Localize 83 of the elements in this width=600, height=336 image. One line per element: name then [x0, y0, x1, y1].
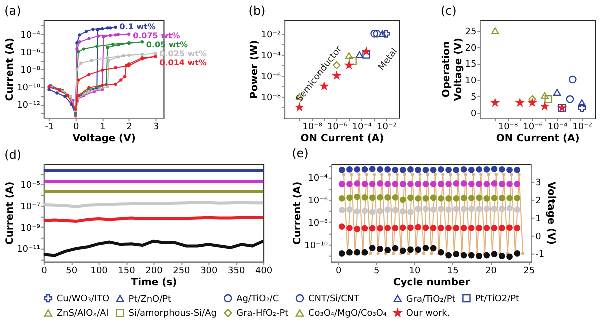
y-tick-label: 10⁻¹¹	[17, 245, 41, 256]
y-tick-label: 10⁻⁹	[20, 224, 41, 234]
legend-label: Gra/TiO₂/Pt	[406, 294, 456, 305]
legend-label: Pt/TiO2/Pt	[475, 294, 520, 305]
y-tick-label: 10⁻¹⁰	[304, 241, 328, 252]
x-tick-label: 400	[255, 266, 273, 276]
y-tick-label: 5	[470, 92, 477, 103]
legend-label: Si/amorphous-Si/Ag	[128, 309, 217, 320]
x-tick-label: 10⁻²	[377, 122, 398, 133]
x-tick-label: 25	[524, 266, 536, 276]
y-tick-label: 10⁻⁷	[20, 202, 41, 212]
series-label: 0.1 wt%	[120, 22, 156, 32]
chart-title: (e)	[292, 146, 309, 160]
y-tick-label: 10⁻⁶	[20, 48, 41, 58]
x-axis-title: Voltage (V)	[72, 134, 136, 145]
x-tick-label: 10⁻⁶	[523, 122, 544, 133]
legend-label: CNT/Si/CNT	[308, 294, 360, 305]
y-tick-label: 10	[465, 76, 477, 87]
x-tick-label: 0	[42, 266, 48, 276]
y2-tick-label: 3	[536, 178, 542, 188]
x-axis-title: ON Current (A)	[496, 134, 580, 145]
y2-axis-title: Voltage (V)	[546, 182, 557, 245]
x-tick-label: 3	[153, 122, 160, 133]
x-tick-label: 20	[486, 266, 498, 276]
x-tick-label: 100	[90, 266, 108, 276]
chart-title: (d)	[4, 148, 22, 162]
x-tick-label: 10⁻⁴	[352, 122, 372, 133]
legend-label: Ag/TiO₂/C	[236, 294, 280, 305]
y2-tick-label: 0	[536, 232, 542, 242]
y-tick-label: 10⁻⁸	[261, 94, 282, 104]
x-tick-label: 200	[146, 266, 164, 276]
legend-label: Pt/ZnO/Pt	[128, 294, 172, 305]
x-tick-label: 10⁻²	[572, 122, 593, 133]
x-tick-label: 5	[374, 266, 380, 276]
x-tick-label: 10	[409, 266, 422, 276]
y-tick-label: 15	[465, 60, 477, 70]
x-tick-label: 300	[200, 266, 218, 276]
chart-title: (b)	[248, 4, 266, 18]
chart-title: (c)	[440, 4, 457, 18]
x-tick-label: 350	[228, 266, 246, 276]
y-tick-label: 10⁻⁶	[261, 72, 282, 82]
y-tick-label: 10⁻¹⁰	[17, 84, 41, 94]
y-tick-label: 10⁻⁶	[308, 196, 328, 206]
y-tick-label: 10⁻¹²	[17, 101, 41, 112]
chart-title: (a)	[4, 4, 22, 18]
y2-tick-label: -1	[536, 250, 545, 260]
y-axis-title: Current (A)	[5, 182, 16, 245]
y-tick-label: 0	[470, 109, 477, 120]
y-tick-label: 10⁻⁴	[20, 30, 41, 41]
x-tick-label: 50	[66, 266, 78, 276]
legend-label: Our work.	[406, 309, 450, 320]
x-axis-title: ON Current (A)	[300, 134, 384, 145]
x-tick-label: 1	[100, 122, 106, 133]
x-tick-label: 250	[173, 266, 191, 276]
y-tick-label: 10⁻²	[261, 30, 282, 40]
y-tick-label: 10⁻⁴	[308, 174, 328, 184]
y-tick-label: 10⁻⁵	[20, 180, 41, 191]
x-tick-label: 10⁻⁶	[327, 122, 348, 133]
y-axis-title: Power (W)	[249, 40, 260, 99]
y2-tick-label: 2	[536, 196, 542, 206]
y-tick-label: 20	[465, 44, 477, 54]
x-tick-label: -1	[45, 122, 54, 133]
x-tick-label: 10⁻⁴	[548, 122, 568, 133]
legend-label: Cu/WO₃/ITO	[56, 294, 110, 305]
legend-label: ZnS/AlOₓ/Al	[56, 309, 109, 320]
x-tick-label: 0	[74, 122, 80, 133]
x-tick-label: 15	[447, 266, 459, 276]
y-axis-title: Current (A)	[5, 38, 16, 102]
y-tick-label: 25	[465, 28, 477, 38]
x-tick-label: 2	[126, 122, 132, 133]
y-tick-label: 10⁻⁴	[261, 51, 282, 62]
y-axis-title: Operation Voltage (V)	[441, 38, 464, 102]
y-tick-label: 10⁻⁸	[308, 218, 328, 229]
y-axis-title: Current (A)	[292, 182, 304, 245]
x-tick-label: 0	[336, 266, 342, 276]
x-tick-label: 150	[118, 266, 136, 276]
y-tick-label: 10⁻⁸	[20, 66, 41, 76]
x-axis-title: Time (s)	[131, 277, 178, 288]
x-tick-label: 10⁻⁸	[498, 122, 519, 133]
legend-label: Co₃O₄/MgO/Co₃O₄	[308, 309, 388, 320]
x-axis-title: Cycle number	[393, 277, 470, 288]
legend-label: Gra-HfO₂-Pt	[236, 309, 290, 320]
y2-tick-label: 1	[536, 214, 542, 224]
